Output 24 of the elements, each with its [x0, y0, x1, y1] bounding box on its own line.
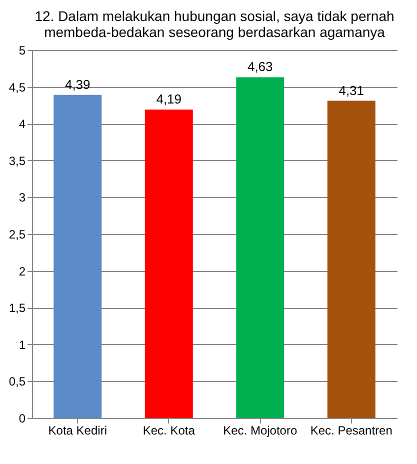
chart-title: 12. Dalam melakukan hubungan sosial, saya tidak pernah membeda-bedakan seseorang berdasarkan agamanya: [34, 8, 394, 40]
data-label: 4,63: [247, 59, 273, 74]
y-tick-label: 4,5: [8, 80, 26, 94]
bar: [54, 94, 102, 418]
y-tick-label: 5: [18, 44, 26, 58]
x-tick-label: Kec. Mojotoro: [223, 424, 298, 438]
y-tick-label: 3,5: [8, 154, 26, 168]
y-tick-label: 0,5: [8, 374, 26, 389]
y-tick-label: 4: [18, 117, 26, 132]
x-tick-label: Kec. Kota: [142, 424, 196, 438]
y-tick-label: 1: [18, 338, 26, 352]
bar: [327, 100, 376, 418]
bar: [144, 110, 193, 418]
y-tick-label: 3: [18, 190, 26, 205]
x-tick-label: Kota Kediri: [48, 424, 107, 438]
bar: [236, 77, 284, 418]
x-tick-label: Kec. Pesantren: [310, 424, 392, 438]
y-tick-label: 1,5: [8, 301, 26, 316]
data-label: 4,39: [64, 76, 90, 92]
y-tick-label: 2: [18, 264, 26, 278]
y-tick-label: 2,5: [8, 228, 26, 242]
data-label: 4,31: [338, 82, 364, 98]
y-tick-label: 0: [18, 412, 26, 426]
data-label: 4,19: [156, 92, 182, 107]
